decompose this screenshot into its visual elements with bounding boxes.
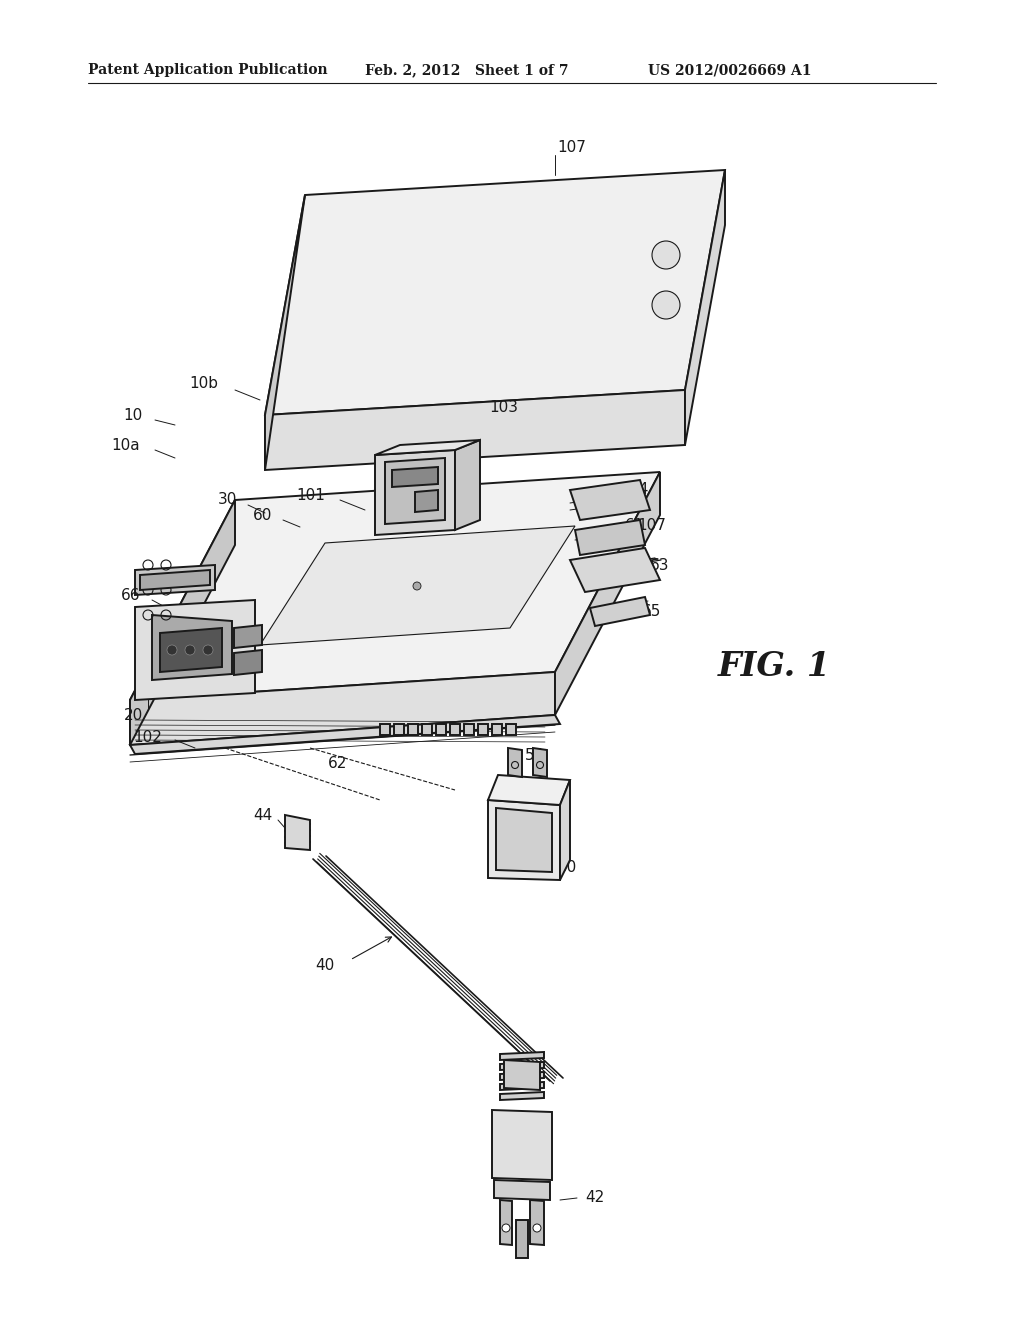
Polygon shape (464, 723, 474, 735)
Polygon shape (375, 450, 455, 535)
Polygon shape (135, 601, 255, 700)
Polygon shape (488, 775, 570, 805)
Polygon shape (492, 723, 502, 735)
Polygon shape (506, 723, 516, 735)
Polygon shape (265, 170, 725, 414)
Text: FIG. 1: FIG. 1 (718, 649, 831, 682)
Polygon shape (422, 723, 432, 735)
Text: 60: 60 (253, 507, 272, 523)
Text: Patent Application Publication: Patent Application Publication (88, 63, 328, 77)
Polygon shape (500, 1063, 544, 1071)
Polygon shape (380, 723, 390, 735)
Polygon shape (494, 1180, 550, 1200)
Polygon shape (265, 195, 305, 470)
Polygon shape (265, 389, 685, 470)
Text: 101: 101 (296, 487, 325, 503)
Polygon shape (394, 723, 404, 735)
Polygon shape (570, 480, 650, 520)
Polygon shape (375, 440, 480, 455)
Text: 62: 62 (329, 755, 348, 771)
Polygon shape (436, 723, 446, 735)
Polygon shape (415, 490, 438, 512)
Polygon shape (392, 467, 438, 487)
Polygon shape (130, 672, 555, 744)
Polygon shape (500, 1052, 544, 1060)
Text: Feb. 2, 2012   Sheet 1 of 7: Feb. 2, 2012 Sheet 1 of 7 (365, 63, 568, 77)
Text: 65: 65 (642, 603, 662, 619)
Polygon shape (488, 800, 560, 880)
Circle shape (534, 1224, 541, 1232)
Polygon shape (500, 1082, 544, 1090)
Polygon shape (140, 570, 210, 590)
Polygon shape (234, 624, 262, 648)
Polygon shape (130, 500, 234, 744)
Circle shape (652, 242, 680, 269)
Circle shape (413, 582, 421, 590)
Polygon shape (516, 1220, 528, 1258)
Polygon shape (152, 615, 232, 680)
Circle shape (167, 645, 177, 655)
Polygon shape (285, 814, 310, 850)
Polygon shape (590, 597, 650, 626)
Text: US 2012/0026669 A1: US 2012/0026669 A1 (648, 63, 811, 77)
Text: 10: 10 (124, 408, 143, 422)
Text: 40: 40 (315, 957, 335, 973)
Polygon shape (450, 723, 460, 735)
Text: 50: 50 (558, 861, 578, 875)
Polygon shape (385, 458, 445, 524)
Text: 10a: 10a (112, 437, 140, 453)
Text: 105: 105 (389, 454, 418, 470)
Polygon shape (408, 723, 418, 735)
Text: 63: 63 (650, 557, 670, 573)
Text: 44: 44 (253, 808, 272, 822)
Text: 102: 102 (133, 730, 162, 744)
Polygon shape (555, 473, 660, 715)
Polygon shape (234, 649, 262, 675)
Polygon shape (492, 1110, 552, 1180)
Text: 66: 66 (121, 589, 140, 603)
Text: 10b: 10b (189, 375, 218, 391)
Text: 64: 64 (630, 483, 649, 498)
Text: 30: 30 (218, 492, 237, 507)
Circle shape (652, 290, 680, 319)
Circle shape (185, 645, 195, 655)
Text: 103: 103 (489, 400, 518, 416)
Polygon shape (478, 723, 488, 735)
Polygon shape (530, 1200, 544, 1245)
Polygon shape (504, 1060, 540, 1090)
Polygon shape (496, 808, 552, 873)
Circle shape (502, 1224, 510, 1232)
Polygon shape (500, 1072, 544, 1080)
Polygon shape (260, 525, 575, 645)
Polygon shape (500, 1200, 512, 1245)
Polygon shape (534, 748, 547, 777)
Text: 20: 20 (124, 708, 143, 722)
Text: 55: 55 (525, 747, 544, 763)
Polygon shape (455, 440, 480, 531)
Polygon shape (160, 628, 222, 672)
Polygon shape (560, 780, 570, 880)
Polygon shape (570, 548, 660, 591)
Text: 107: 107 (637, 517, 666, 532)
Text: 107: 107 (557, 140, 587, 156)
Polygon shape (508, 748, 522, 777)
Polygon shape (130, 473, 660, 700)
Polygon shape (130, 715, 560, 754)
Polygon shape (500, 1092, 544, 1100)
Polygon shape (685, 170, 725, 445)
Polygon shape (135, 565, 215, 595)
Polygon shape (575, 520, 645, 554)
Text: 61: 61 (625, 519, 644, 533)
Circle shape (203, 645, 213, 655)
Text: 42: 42 (585, 1191, 604, 1205)
